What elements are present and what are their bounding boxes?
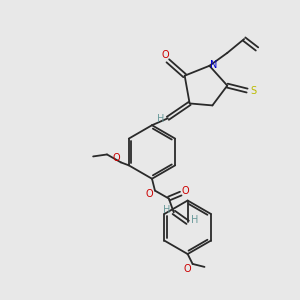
Text: O: O (161, 50, 169, 60)
Text: O: O (145, 189, 153, 199)
Text: S: S (250, 85, 256, 96)
Text: H: H (191, 215, 198, 225)
Text: N: N (210, 60, 217, 70)
Text: O: O (182, 186, 190, 196)
Text: H: H (163, 206, 170, 215)
Text: O: O (184, 264, 191, 274)
Text: H: H (157, 114, 165, 124)
Text: O: O (112, 153, 120, 164)
